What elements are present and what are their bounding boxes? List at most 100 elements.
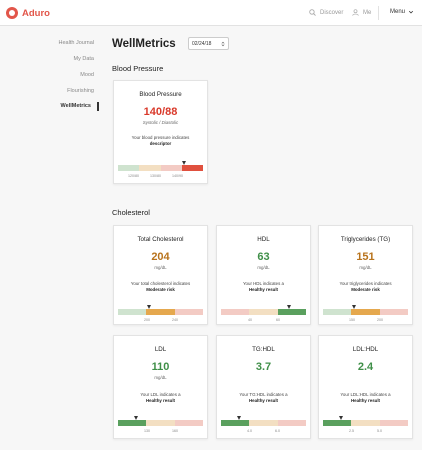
result-text: Healthy result <box>145 398 176 404</box>
card-value: 3.7 <box>255 361 272 373</box>
gauge-segment-high <box>277 420 306 426</box>
hdl-card[interactable]: HDL 63 mg/dL Your HDL indicates a Health… <box>216 225 311 325</box>
gauge-segment-healthy <box>118 420 147 426</box>
gauge-segment-moderate <box>146 309 175 315</box>
risk-gauge <box>323 420 408 426</box>
gauge-segment-healthy <box>118 309 147 315</box>
discover-link[interactable]: Discover <box>309 9 343 16</box>
gauge-marker-icon <box>134 416 139 420</box>
logo-icon <box>6 7 18 19</box>
risk-gauge <box>323 309 408 315</box>
ldl-hdl-card[interactable]: LDL:HDL 2.4 Your LDL:HDL indicates a Hea… <box>318 335 413 439</box>
me-link[interactable]: Me <box>352 9 371 16</box>
sidebar-item-wellmetrics[interactable]: WellMetrics <box>60 103 91 109</box>
page-title: WellMetrics <box>112 38 176 50</box>
gauge-marker-icon <box>351 305 356 309</box>
gauge-tick: 4.0 <box>247 429 252 433</box>
description-text: Your triglycerides indicates <box>339 281 392 286</box>
sidebar-item-flourishing[interactable]: Flourishing <box>67 88 94 94</box>
menu-button[interactable]: Menu <box>390 9 414 15</box>
card-title: LDL:HDL <box>352 346 379 353</box>
total-cholesterol-card[interactable]: Total Cholesterol 204 mg/dL Your total c… <box>113 225 208 325</box>
card-description: Your blood pressure indicates descriptor <box>118 135 203 148</box>
card-description: Your HDL indicates a Healthy result <box>221 281 306 294</box>
gauge-segment-moderate <box>351 309 380 315</box>
risk-gauge <box>118 165 203 171</box>
result-text: Healthy result <box>350 398 381 404</box>
card-value: 151 <box>356 251 375 263</box>
sidebar-item-my-data[interactable]: My Data <box>73 56 94 62</box>
result-text: Moderate risk <box>146 287 175 293</box>
gauge-segment-normal <box>118 165 140 171</box>
top-bar: Aduro Discover Me Menu <box>0 0 422 26</box>
result-text: Healthy result <box>248 398 279 404</box>
card-subtitle: Systolic / Diastolic <box>142 120 179 125</box>
brand-name: Aduro <box>22 7 50 19</box>
gauge-tick: 120/80 <box>128 174 139 178</box>
brand-logo[interactable]: Aduro <box>6 7 50 19</box>
gauge-segment-healthy <box>277 309 306 315</box>
gauge-marker-icon <box>237 416 242 420</box>
card-value: 63 <box>257 251 270 263</box>
discover-label: Discover <box>320 9 344 16</box>
user-icon <box>352 9 359 16</box>
gauge-marker-icon <box>339 416 344 420</box>
card-description: Your triglycerides indicates Moderate ri… <box>323 281 408 294</box>
risk-gauge <box>118 420 203 426</box>
ldl-card[interactable]: LDL 110 mg/dL Your LDL indicates a Healt… <box>113 335 208 439</box>
card-title: Blood Pressure <box>139 91 182 98</box>
gauge-tick: 5.0 <box>377 429 382 433</box>
card-value: 110 <box>151 361 170 373</box>
gauge-tick: 200 <box>144 318 150 322</box>
description-text: Your blood pressure indicates <box>131 135 190 140</box>
gauge-segment-elevated <box>139 165 161 171</box>
gauge-segment-high <box>379 420 408 426</box>
result-text: Healthy result <box>248 287 279 293</box>
gauge-segment-high <box>174 309 203 315</box>
sidebar-item-health-journal[interactable]: Health Journal <box>58 40 94 46</box>
me-label: Me <box>363 9 372 16</box>
gauge-tick: 6.0 <box>275 429 280 433</box>
gauge-segment-high <box>221 309 250 315</box>
card-title: Total Cholesterol <box>137 236 184 243</box>
gauge-tick: 150 <box>349 318 355 322</box>
blood-pressure-card[interactable]: Blood Pressure 140/88 Systolic / Diastol… <box>113 80 208 184</box>
gauge-segment-high <box>160 165 182 171</box>
result-text: descriptor <box>149 141 172 147</box>
sidebar-item-mood[interactable]: Mood <box>80 72 94 78</box>
description-text: Your HDL indicates a <box>243 281 284 286</box>
main-content: WellMetrics 02/24/18 Blood Pressure Bloo… <box>112 26 422 450</box>
card-description: Your total cholesterol indicates Moderat… <box>118 281 203 294</box>
chevron-updown-icon <box>221 41 225 46</box>
card-unit: mg/dL <box>154 265 167 270</box>
gauge-segment-very-high <box>181 165 203 171</box>
gauge-tick: 2.5 <box>349 429 354 433</box>
gauge-marker-icon <box>181 161 186 165</box>
menu-label: Menu <box>390 9 406 15</box>
search-icon <box>309 9 316 16</box>
description-text: Your total cholesterol indicates <box>130 281 191 286</box>
card-value: 140/88 <box>143 106 178 118</box>
card-title: TG:HDL <box>252 346 275 353</box>
card-value: 204 <box>151 251 170 263</box>
gauge-segment-moderate <box>146 420 175 426</box>
triglycerides-card[interactable]: Triglycerides (TG) 151 mg/dL Your trigly… <box>318 225 413 325</box>
gauge-tick: 130/80 <box>150 174 161 178</box>
date-value: 02/24/18 <box>192 40 212 47</box>
tg-hdl-card[interactable]: TG:HDL 3.7 Your TG:HDL indicates a Healt… <box>216 335 311 439</box>
card-title: Triglycerides (TG) <box>340 236 391 243</box>
date-select[interactable]: 02/24/18 <box>188 37 229 50</box>
card-unit: mg/dL <box>257 265 270 270</box>
card-description: Your TG:HDL indicates a Healthy result <box>221 392 306 405</box>
chevron-down-icon <box>408 10 414 14</box>
gauge-tick: 140/90 <box>172 174 183 178</box>
gauge-segment-moderate <box>351 420 380 426</box>
description-text: Your TG:HDL indicates a <box>239 392 288 397</box>
gauge-marker-icon <box>286 305 291 309</box>
card-description: Your LDL indicates a Healthy result <box>118 392 203 405</box>
gauge-tick: 160 <box>172 429 178 433</box>
gauge-segment-healthy <box>323 420 352 426</box>
section-title-cholesterol: Cholesterol <box>112 208 150 217</box>
card-title: HDL <box>257 236 270 243</box>
header-divider <box>378 6 379 20</box>
